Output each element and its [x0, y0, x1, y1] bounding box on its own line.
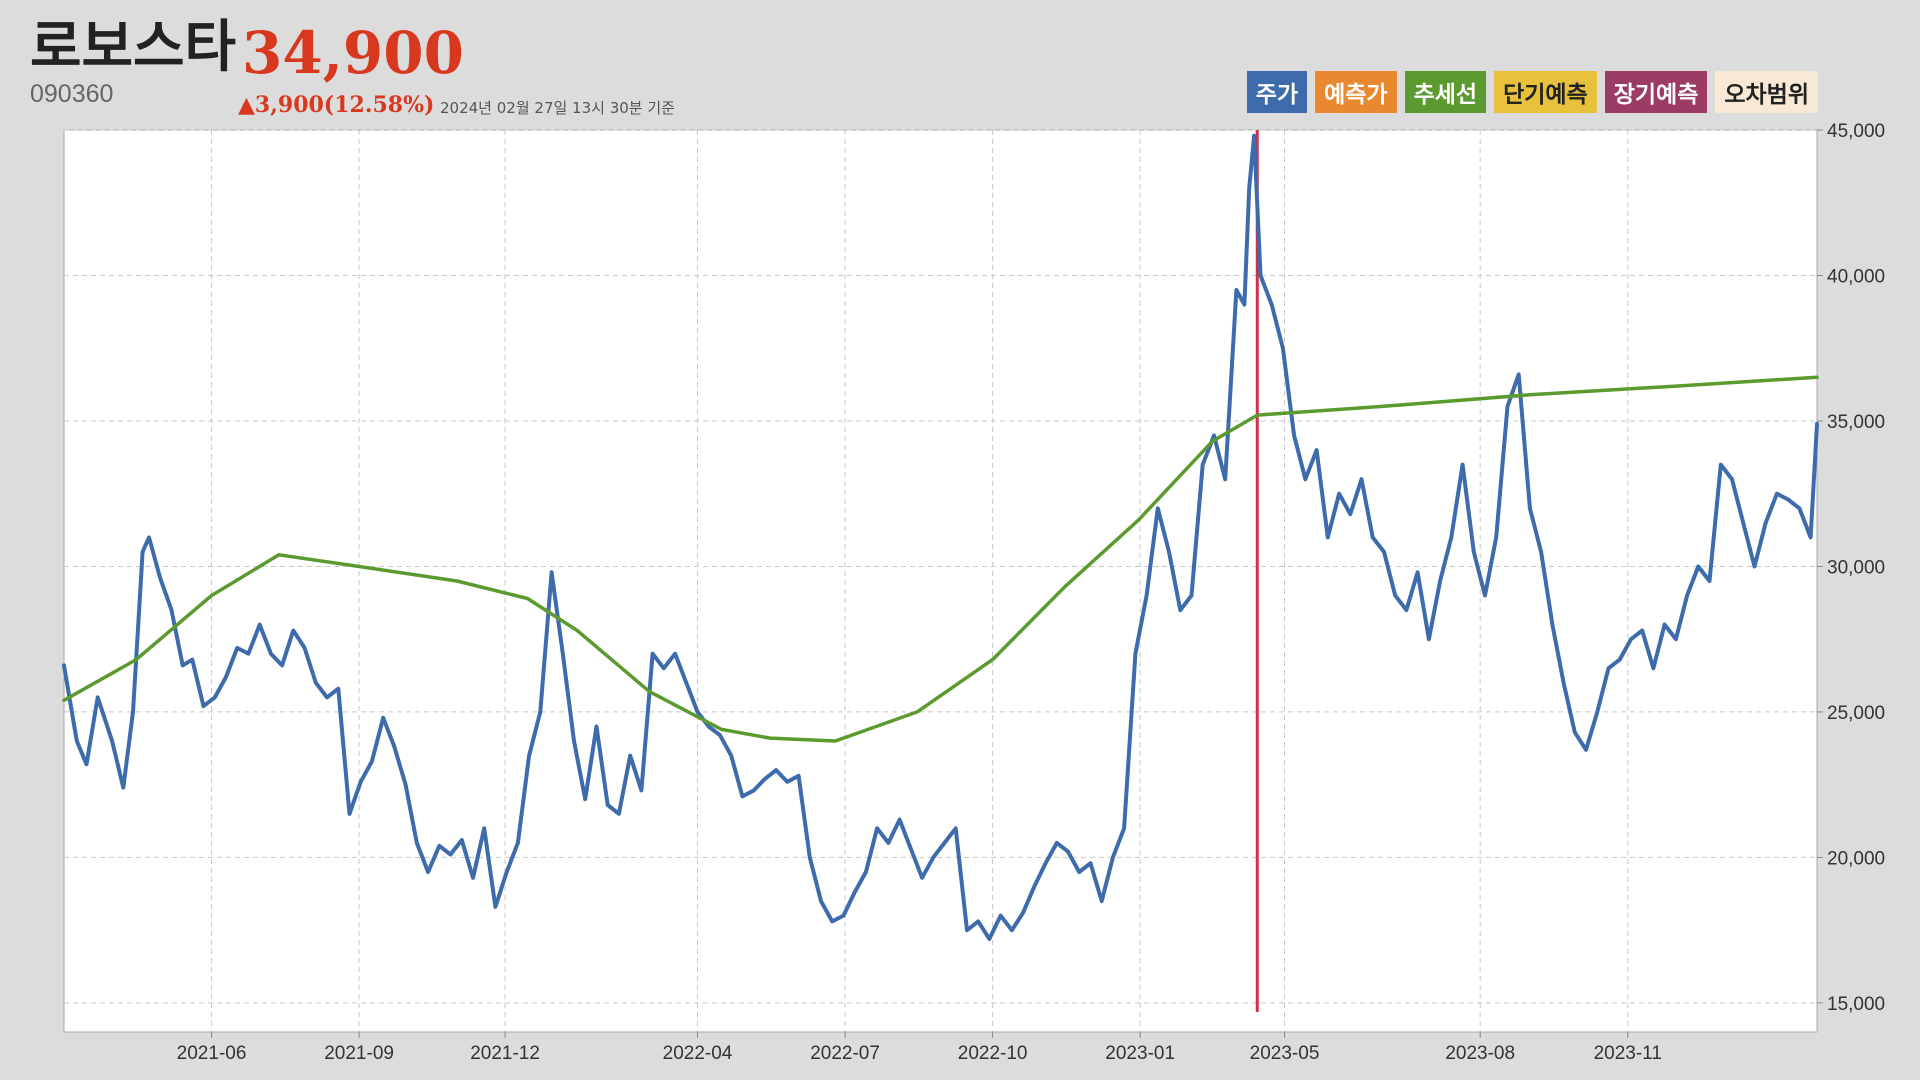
x-tick-label: 2022-07 — [810, 1043, 880, 1064]
x-tick-label: 2023-05 — [1250, 1043, 1320, 1064]
y-tick-label: 45,000 — [1827, 121, 1885, 142]
legend-item-forecast[interactable]: 예측가 — [1315, 71, 1397, 113]
x-tick-label: 2021-09 — [324, 1043, 394, 1064]
x-tick-label: 2023-11 — [1594, 1043, 1662, 1064]
y-tick-label: 30,000 — [1827, 557, 1885, 578]
y-tick-label: 25,000 — [1827, 703, 1885, 724]
price-line — [62, 133, 1819, 941]
x-tick-label: 2021-12 — [470, 1043, 540, 1064]
legend-item-error-range[interactable]: 오차범위 — [1715, 71, 1818, 113]
x-tick-label: 2023-08 — [1445, 1043, 1515, 1064]
chart-legend: 주가 예측가 추세선 단기예측 장기예측 오차범위 — [1246, 71, 1818, 113]
trend-line — [62, 375, 1819, 743]
legend-item-long-term[interactable]: 장기예측 — [1604, 71, 1708, 113]
legend-item-price[interactable]: 주가 — [1246, 71, 1308, 113]
stock-code: 090360 — [30, 80, 114, 108]
x-tick-label: 2022-04 — [663, 1043, 733, 1064]
grid — [64, 129, 1817, 1032]
price-change: ▲3,900(12.58%) — [238, 92, 435, 118]
series — [62, 130, 1819, 1012]
axes: 15,000 20,000 25,000 30,000 35,000 40,000 45,0… — [177, 121, 1885, 1064]
legend-item-short-term[interactable]: 단기예측 — [1494, 71, 1597, 113]
stock-name: 로보스타 — [30, 15, 237, 80]
y-tick-label: 15,000 — [1827, 994, 1885, 1015]
y-tick-label: 20,000 — [1827, 848, 1885, 869]
plot-area — [63, 129, 1818, 1033]
price-timestamp: 2024년 02월 27일 13시 30분 기준 — [440, 99, 675, 117]
x-tick-label: 2021-06 — [177, 1043, 247, 1064]
stock-price: 34,900 — [242, 19, 464, 87]
y-tick-label: 35,000 — [1827, 412, 1885, 433]
legend-item-trend[interactable]: 추세선 — [1404, 71, 1487, 113]
x-tick-label: 2023-01 — [1105, 1043, 1175, 1064]
x-tick-label: 2022-10 — [958, 1043, 1028, 1064]
y-tick-label: 40,000 — [1827, 266, 1885, 287]
